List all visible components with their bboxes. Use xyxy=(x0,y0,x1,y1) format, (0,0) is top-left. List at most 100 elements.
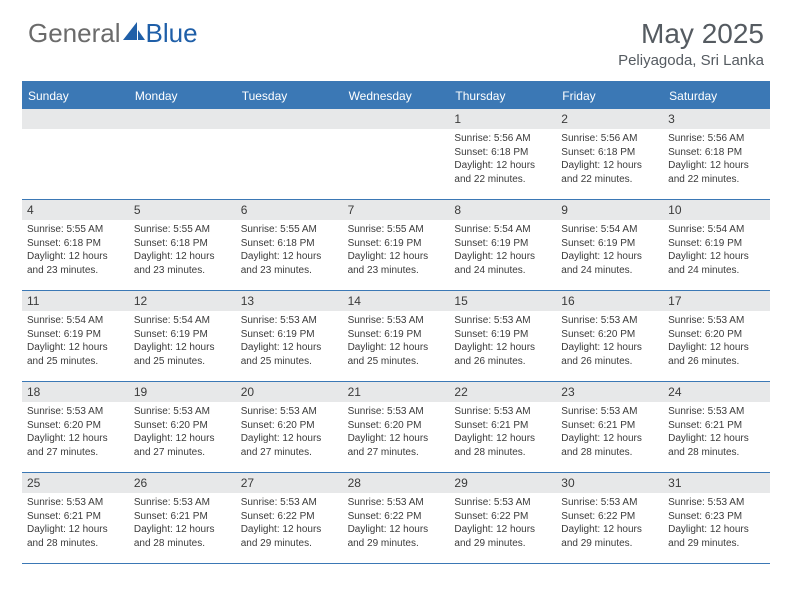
sunset-line: Sunset: 6:22 PM xyxy=(454,510,551,524)
daylight-line: Daylight: 12 hours and 23 minutes. xyxy=(134,250,231,277)
calendar-cell: 28Sunrise: 5:53 AMSunset: 6:22 PMDayligh… xyxy=(343,473,450,563)
date-number: 2 xyxy=(556,109,663,129)
cell-body: Sunrise: 5:53 AMSunset: 6:22 PMDaylight:… xyxy=(556,493,663,554)
calendar-cell: 17Sunrise: 5:53 AMSunset: 6:20 PMDayligh… xyxy=(663,291,770,381)
cell-body: Sunrise: 5:55 AMSunset: 6:19 PMDaylight:… xyxy=(343,220,450,281)
calendar-cell: 23Sunrise: 5:53 AMSunset: 6:21 PMDayligh… xyxy=(556,382,663,472)
calendar-cell: 10Sunrise: 5:54 AMSunset: 6:19 PMDayligh… xyxy=(663,200,770,290)
daylight-line: Daylight: 12 hours and 28 minutes. xyxy=(454,432,551,459)
cell-body: Sunrise: 5:56 AMSunset: 6:18 PMDaylight:… xyxy=(663,129,770,190)
calendar-cell: 25Sunrise: 5:53 AMSunset: 6:21 PMDayligh… xyxy=(22,473,129,563)
sunset-line: Sunset: 6:19 PM xyxy=(241,328,338,342)
daylight-line: Daylight: 12 hours and 22 minutes. xyxy=(561,159,658,186)
sunset-line: Sunset: 6:20 PM xyxy=(27,419,124,433)
page-header: General Blue May 2025 Peliyagoda, Sri La… xyxy=(0,0,792,77)
brand-part2: Blue xyxy=(146,18,198,49)
date-number: 13 xyxy=(236,291,343,311)
cell-body: Sunrise: 5:53 AMSunset: 6:21 PMDaylight:… xyxy=(22,493,129,554)
daylight-line: Daylight: 12 hours and 28 minutes. xyxy=(27,523,124,550)
sunset-line: Sunset: 6:23 PM xyxy=(668,510,765,524)
empty-date xyxy=(343,109,450,129)
date-number: 27 xyxy=(236,473,343,493)
daylight-line: Daylight: 12 hours and 24 minutes. xyxy=(454,250,551,277)
sunset-line: Sunset: 6:21 PM xyxy=(668,419,765,433)
date-number: 24 xyxy=(663,382,770,402)
daylight-line: Daylight: 12 hours and 25 minutes. xyxy=(348,341,445,368)
calendar-cell: 9Sunrise: 5:54 AMSunset: 6:19 PMDaylight… xyxy=(556,200,663,290)
calendar-cell xyxy=(22,109,129,199)
date-number: 22 xyxy=(449,382,556,402)
calendar-cell xyxy=(129,109,236,199)
sunset-line: Sunset: 6:18 PM xyxy=(241,237,338,251)
date-number: 14 xyxy=(343,291,450,311)
calendar-cell: 29Sunrise: 5:53 AMSunset: 6:22 PMDayligh… xyxy=(449,473,556,563)
calendar-cell xyxy=(343,109,450,199)
sunrise-line: Sunrise: 5:56 AM xyxy=(668,132,765,146)
date-number: 15 xyxy=(449,291,556,311)
daylight-line: Daylight: 12 hours and 29 minutes. xyxy=(241,523,338,550)
cell-body: Sunrise: 5:53 AMSunset: 6:21 PMDaylight:… xyxy=(663,402,770,463)
cell-body: Sunrise: 5:55 AMSunset: 6:18 PMDaylight:… xyxy=(22,220,129,281)
sunrise-line: Sunrise: 5:56 AM xyxy=(454,132,551,146)
sunrise-line: Sunrise: 5:53 AM xyxy=(134,405,231,419)
date-number: 7 xyxy=(343,200,450,220)
sunset-line: Sunset: 6:19 PM xyxy=(561,237,658,251)
calendar-table: SundayMondayTuesdayWednesdayThursdayFrid… xyxy=(22,81,770,564)
date-number: 1 xyxy=(449,109,556,129)
sunset-line: Sunset: 6:20 PM xyxy=(241,419,338,433)
daylight-line: Daylight: 12 hours and 23 minutes. xyxy=(348,250,445,277)
sunset-line: Sunset: 6:19 PM xyxy=(134,328,231,342)
sunset-line: Sunset: 6:21 PM xyxy=(454,419,551,433)
date-number: 8 xyxy=(449,200,556,220)
title-block: May 2025 Peliyagoda, Sri Lanka xyxy=(618,18,764,69)
sunset-line: Sunset: 6:18 PM xyxy=(454,146,551,160)
sunrise-line: Sunrise: 5:53 AM xyxy=(241,314,338,328)
date-number: 25 xyxy=(22,473,129,493)
daylight-line: Daylight: 12 hours and 29 minutes. xyxy=(668,523,765,550)
cell-body: Sunrise: 5:55 AMSunset: 6:18 PMDaylight:… xyxy=(236,220,343,281)
cell-body: Sunrise: 5:53 AMSunset: 6:22 PMDaylight:… xyxy=(449,493,556,554)
sunrise-line: Sunrise: 5:56 AM xyxy=(561,132,658,146)
daylight-line: Daylight: 12 hours and 27 minutes. xyxy=(241,432,338,459)
calendar-cell: 21Sunrise: 5:53 AMSunset: 6:20 PMDayligh… xyxy=(343,382,450,472)
sunset-line: Sunset: 6:20 PM xyxy=(348,419,445,433)
sunrise-line: Sunrise: 5:53 AM xyxy=(27,496,124,510)
cell-body: Sunrise: 5:53 AMSunset: 6:20 PMDaylight:… xyxy=(236,402,343,463)
sunset-line: Sunset: 6:20 PM xyxy=(134,419,231,433)
day-header-sunday: Sunday xyxy=(22,83,129,109)
daylight-line: Daylight: 12 hours and 24 minutes. xyxy=(561,250,658,277)
calendar-cell: 4Sunrise: 5:55 AMSunset: 6:18 PMDaylight… xyxy=(22,200,129,290)
sunrise-line: Sunrise: 5:53 AM xyxy=(668,496,765,510)
sunrise-line: Sunrise: 5:53 AM xyxy=(668,314,765,328)
sunset-line: Sunset: 6:19 PM xyxy=(348,237,445,251)
cell-body: Sunrise: 5:54 AMSunset: 6:19 PMDaylight:… xyxy=(663,220,770,281)
cell-body: Sunrise: 5:54 AMSunset: 6:19 PMDaylight:… xyxy=(449,220,556,281)
calendar-cell: 12Sunrise: 5:54 AMSunset: 6:19 PMDayligh… xyxy=(129,291,236,381)
calendar-cell: 22Sunrise: 5:53 AMSunset: 6:21 PMDayligh… xyxy=(449,382,556,472)
date-number: 5 xyxy=(129,200,236,220)
sunrise-line: Sunrise: 5:55 AM xyxy=(27,223,124,237)
sunset-line: Sunset: 6:19 PM xyxy=(668,237,765,251)
date-number: 12 xyxy=(129,291,236,311)
calendar-cell: 26Sunrise: 5:53 AMSunset: 6:21 PMDayligh… xyxy=(129,473,236,563)
day-header-thursday: Thursday xyxy=(449,83,556,109)
calendar-cell: 30Sunrise: 5:53 AMSunset: 6:22 PMDayligh… xyxy=(556,473,663,563)
cell-body: Sunrise: 5:53 AMSunset: 6:21 PMDaylight:… xyxy=(449,402,556,463)
date-number: 18 xyxy=(22,382,129,402)
week-row: 4Sunrise: 5:55 AMSunset: 6:18 PMDaylight… xyxy=(22,200,770,291)
daylight-line: Daylight: 12 hours and 28 minutes. xyxy=(561,432,658,459)
calendar-cell: 24Sunrise: 5:53 AMSunset: 6:21 PMDayligh… xyxy=(663,382,770,472)
calendar-cell: 8Sunrise: 5:54 AMSunset: 6:19 PMDaylight… xyxy=(449,200,556,290)
sunset-line: Sunset: 6:20 PM xyxy=(668,328,765,342)
daylight-line: Daylight: 12 hours and 27 minutes. xyxy=(134,432,231,459)
daylight-line: Daylight: 12 hours and 24 minutes. xyxy=(668,250,765,277)
sunset-line: Sunset: 6:18 PM xyxy=(134,237,231,251)
sunset-line: Sunset: 6:22 PM xyxy=(241,510,338,524)
daylight-line: Daylight: 12 hours and 25 minutes. xyxy=(27,341,124,368)
daylight-line: Daylight: 12 hours and 26 minutes. xyxy=(454,341,551,368)
empty-date xyxy=(22,109,129,129)
calendar-cell: 16Sunrise: 5:53 AMSunset: 6:20 PMDayligh… xyxy=(556,291,663,381)
date-number: 9 xyxy=(556,200,663,220)
calendar-cell: 20Sunrise: 5:53 AMSunset: 6:20 PMDayligh… xyxy=(236,382,343,472)
day-header-tuesday: Tuesday xyxy=(236,83,343,109)
